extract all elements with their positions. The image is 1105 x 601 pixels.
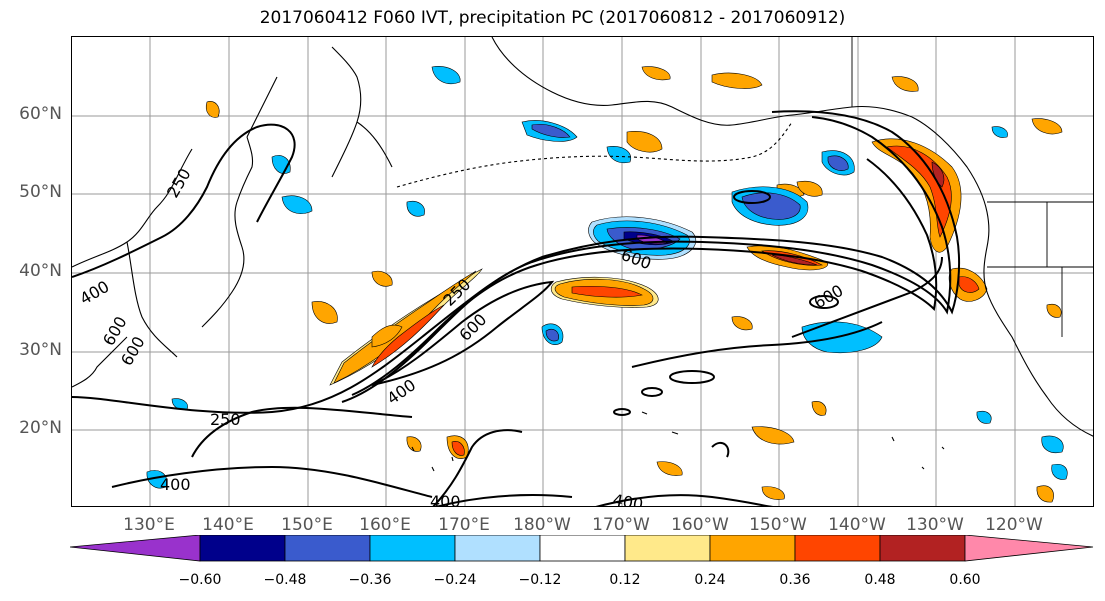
lat-label-30n: 30°N [19, 340, 62, 360]
colorbar-bin-3 [369, 535, 456, 562]
lon-label-140e: 140°E [202, 515, 254, 535]
colorbar [70, 535, 1094, 562]
lon-label-150e: 150°E [281, 515, 333, 535]
lon-label-130e: 130°E [123, 515, 175, 535]
lon-label-150w: 150°W [749, 515, 807, 535]
lat-label-40n: 40°N [19, 261, 62, 281]
colorbar-bin-5 [539, 535, 626, 562]
map-title: 2017060412 F060 IVT, precipitation PC (2… [259, 8, 846, 28]
colorbar-tick-3: −0.36 [348, 572, 392, 588]
map-panel: 250 400 600 250 400 600 600 600 250 400 … [71, 36, 1094, 507]
colorbar-bin-2 [284, 535, 371, 562]
colorbar-tick-7: 0.24 [694, 572, 726, 588]
colorbar-tick-6: 0.12 [609, 572, 641, 588]
coastlines [72, 37, 1093, 472]
lon-label-170e: 170°E [438, 515, 490, 535]
lat-label-50n: 50°N [19, 182, 62, 202]
colorbar-extend-high [964, 535, 1094, 562]
contour-label-2: 400 [77, 277, 113, 309]
precip-negative-shading [146, 66, 1068, 489]
colorbar-tick-8: 0.36 [779, 572, 811, 588]
colorbar-bin-8 [794, 535, 881, 562]
colorbar-extend-low [70, 535, 201, 562]
lon-label-160e: 160°E [359, 515, 411, 535]
contour-label-5: 400 [160, 475, 191, 494]
colorbar-tick-10: 0.60 [949, 572, 981, 588]
colorbar-bin-6 [624, 535, 711, 562]
colorbar-tick-9: 0.48 [864, 572, 896, 588]
lon-label-140w: 140°W [828, 515, 886, 535]
contour-label-1: 250 [163, 165, 195, 201]
colorbar-bin-4 [454, 535, 541, 562]
contour-label-11: 400 [430, 492, 461, 507]
contour-label-12: 400 [611, 490, 644, 507]
contour-label-4: 250 [210, 410, 241, 429]
graticule [72, 37, 1093, 506]
contour-label-7: 600 [455, 310, 490, 345]
colorbar-tick-5: −0.12 [518, 572, 562, 588]
colorbar-bin-9 [879, 535, 966, 562]
lon-label-180w: 180°W [513, 515, 571, 535]
precip-positive-shading [205, 66, 1063, 503]
lat-label-60n: 60°N [19, 104, 62, 124]
lon-label-160w: 160°W [671, 515, 729, 535]
lon-label-170w: 170°W [592, 515, 650, 535]
colorbar-bin-7 [709, 535, 796, 562]
map-canvas: 250 400 600 250 400 600 600 600 250 400 … [72, 37, 1093, 507]
colorbar-tick-2: −0.48 [263, 572, 307, 588]
colorbar-bin-1 [199, 535, 286, 562]
lon-label-120w: 120°W [985, 515, 1043, 535]
lon-label-130w: 130°W [906, 515, 964, 535]
colorbar-tick-4: −0.24 [433, 572, 477, 588]
contour-label-3: 600 [117, 333, 149, 369]
lat-label-20n: 20°N [19, 418, 62, 438]
ivt-contours [72, 110, 961, 506]
colorbar-tick-1: −0.60 [178, 572, 222, 588]
